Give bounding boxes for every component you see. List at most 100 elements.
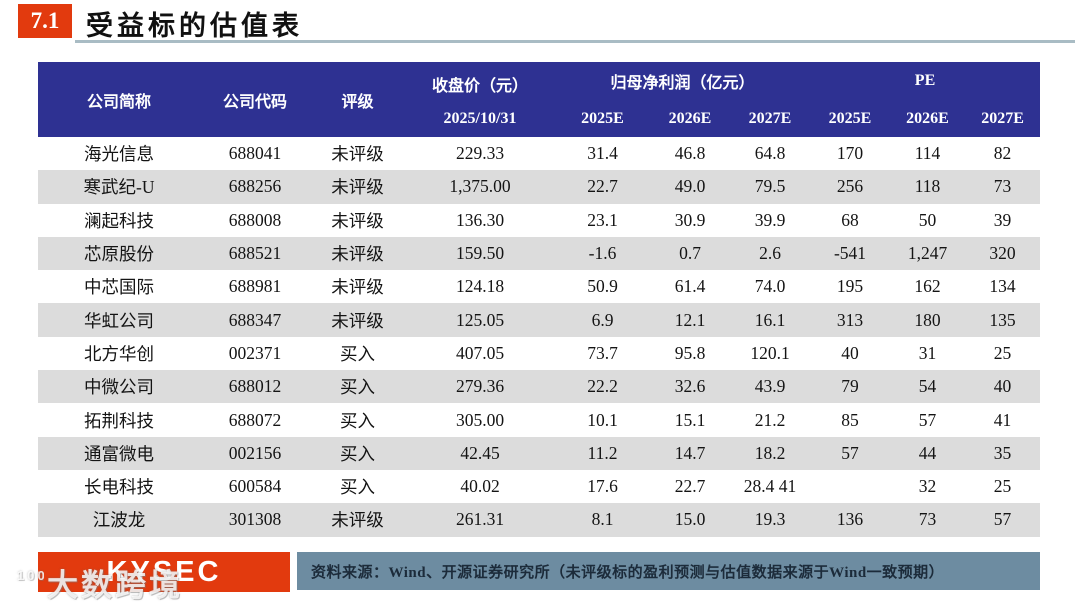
cell-company: 通富微电 <box>38 436 200 470</box>
section-number-badge: 7.1 <box>18 4 72 38</box>
cell-np2026: 49.0 <box>650 170 730 204</box>
source-note-bar: 资料来源：Wind、开源证券研究所（未评级标的盈利预测与估值数据来源于Wind一… <box>297 552 1040 590</box>
cell-np2026: 12.1 <box>650 303 730 337</box>
cell-rating: 未评级 <box>310 303 405 337</box>
header-close-price-label: 收盘价（元） <box>431 77 528 95</box>
header-company: 公司简称 <box>38 62 200 137</box>
cell-rating: 未评级 <box>310 236 405 271</box>
cell-pe2027: 40 <box>965 370 1041 404</box>
cell-price: 159.50 <box>405 236 555 271</box>
cell-code: 688041 <box>228 143 282 164</box>
table-row: 长电科技 600584 买入 40.02 17.6 22.7 28.4 41 32 25 <box>38 470 1040 503</box>
cell-np2027: 64.8 <box>754 143 786 164</box>
page-title: 受益标的估值表 <box>86 11 303 41</box>
cell-np2027: 18.2 <box>730 436 811 470</box>
cell-pe2026: 180 <box>890 303 966 337</box>
header-years-row: 2025E 2026E 2027E 2025E 2026E 2027E <box>38 100 1041 137</box>
cell-np2025: 22.7 <box>555 170 650 204</box>
cell-rating: 未评级 <box>310 170 405 204</box>
cell-company: 中芯国际 <box>84 277 154 298</box>
cell-pe2026: 162 <box>914 276 941 297</box>
cell-company: 华虹公司 <box>38 303 200 337</box>
cell-np2025: 11.2 <box>555 436 650 470</box>
cell-np2026: 0.7 <box>650 236 730 271</box>
cell-code: 600584 <box>228 476 282 497</box>
cell-code: 688981 <box>228 276 282 297</box>
table-row: 海光信息 688041 未评级 229.33 31.4 46.8 64.8 170 114 82 <box>38 137 1040 170</box>
table-row: 芯原股份 688521 未评级 159.50 -1.6 0.7 2.6 -541 1,247 32… <box>38 236 1041 271</box>
cell-price: 1,375.00 <box>405 170 555 204</box>
table-row: 通富微电 002156 买入 42.45 11.2 14.7 18.2 57 44 35 <box>38 436 1041 470</box>
cell-code: 688012 <box>200 370 310 404</box>
cell-np2027: 74.0 <box>754 276 786 297</box>
cell-np2026: 46.8 <box>674 143 706 164</box>
watermark-text: 大数跨境 <box>47 568 183 603</box>
cell-np2027: 79.5 <box>730 170 811 204</box>
cell-np2027: 43.9 <box>730 370 811 404</box>
cell-pe2025: -541 <box>810 236 891 271</box>
table-row: 江波龙 301308 未评级 261.31 8.1 15.0 19.3 136 73 57 <box>38 503 1041 537</box>
cell-np2025: 8.1 <box>555 503 650 537</box>
cell-rating: 未评级 <box>331 277 384 298</box>
cell-rating: 未评级 <box>331 210 384 231</box>
cell-pe2025: 256 <box>810 170 891 204</box>
cell-pe2027: 25 <box>993 342 1012 363</box>
cell-pe2026: 57 <box>918 409 937 430</box>
cell-code: 002156 <box>200 436 310 470</box>
cell-price: 125.05 <box>405 303 555 337</box>
cell-price: 279.36 <box>405 370 555 404</box>
cell-np2026: 14.7 <box>650 436 730 470</box>
table-header: 公司简称 公司代码 评级 收盘价（元） 2025/10/31 归母净利润（亿元）… <box>38 62 1041 137</box>
svg-text:100: 100 <box>17 568 44 583</box>
cell-code: 002371 <box>228 342 282 363</box>
cell-pe2027: 135 <box>965 303 1041 337</box>
header-year: 2025E <box>810 100 891 137</box>
cell-np2025: 6.9 <box>555 303 650 337</box>
cell-np2026: 15.1 <box>674 409 706 430</box>
header-year: 2026E <box>890 100 966 137</box>
cell-rating: 买入 <box>340 477 375 498</box>
cell-price: 261.31 <box>405 503 555 537</box>
table-row: 中芯国际 688981 未评级 124.18 50.9 61.4 74.0 195 162 134 <box>38 270 1040 303</box>
cell-np2026: 22.7 <box>674 476 706 497</box>
cell-pe2026: 73 <box>890 503 966 537</box>
title-underline <box>75 40 1075 43</box>
cell-np2025: 22.2 <box>555 370 650 404</box>
cell-rating: 买入 <box>340 343 375 364</box>
cell-pe2025: 79 <box>810 370 891 404</box>
cell-np2025: 23.1 <box>587 209 618 230</box>
header-close-price: 收盘价（元） 2025/10/31 <box>405 62 555 137</box>
cell-np2026: 30.9 <box>674 209 706 230</box>
cell-pe2025: 85 <box>841 409 859 430</box>
valuation-table: 公司简称 公司代码 评级 收盘价（元） 2025/10/31 归母净利润（亿元）… <box>38 62 1041 537</box>
cell-rating: 未评级 <box>310 503 405 537</box>
table-body: 海光信息 688041 未评级 229.33 31.4 46.8 64.8 170 114 82 … <box>38 137 1041 537</box>
header-year: 2025E <box>555 100 650 137</box>
cell-code: 688256 <box>200 170 310 204</box>
cell-pe2027: 73 <box>965 170 1041 204</box>
cell-price: 136.30 <box>455 209 505 230</box>
cell-code: 688008 <box>228 209 282 230</box>
cell-np2026: 32.6 <box>650 370 730 404</box>
cell-pe2027: 134 <box>989 276 1016 297</box>
cell-rating: 未评级 <box>331 144 384 165</box>
cell-rating: 买入 <box>310 370 405 404</box>
cell-np2027: 16.1 <box>730 303 811 337</box>
cell-pe2027: 25 <box>993 476 1012 497</box>
cell-pe2026: 54 <box>890 370 966 404</box>
cell-np2026: 95.8 <box>674 342 706 363</box>
cell-pe2025: 136 <box>810 503 891 537</box>
cell-pe2027: 82 <box>993 143 1012 164</box>
table-row: 华虹公司 688347 未评级 125.05 6.9 12.1 16.1 313 180 135 <box>38 303 1041 337</box>
cell-company: 长电科技 <box>84 477 154 498</box>
cell-price: 305.00 <box>455 409 505 430</box>
cell-np2027: 39.9 <box>754 209 786 230</box>
cell-pe2025: 68 <box>841 209 859 230</box>
cell-pe2025: 57 <box>810 436 891 470</box>
kysec-logo-text: KYSEC <box>106 555 222 588</box>
cell-pe2025: 313 <box>810 303 891 337</box>
cell-np2027: 21.2 <box>754 409 786 430</box>
cell-company: 海光信息 <box>84 144 154 165</box>
watermark-100-icon: 100 <box>2 562 44 604</box>
cell-np2025: -1.6 <box>555 236 650 271</box>
